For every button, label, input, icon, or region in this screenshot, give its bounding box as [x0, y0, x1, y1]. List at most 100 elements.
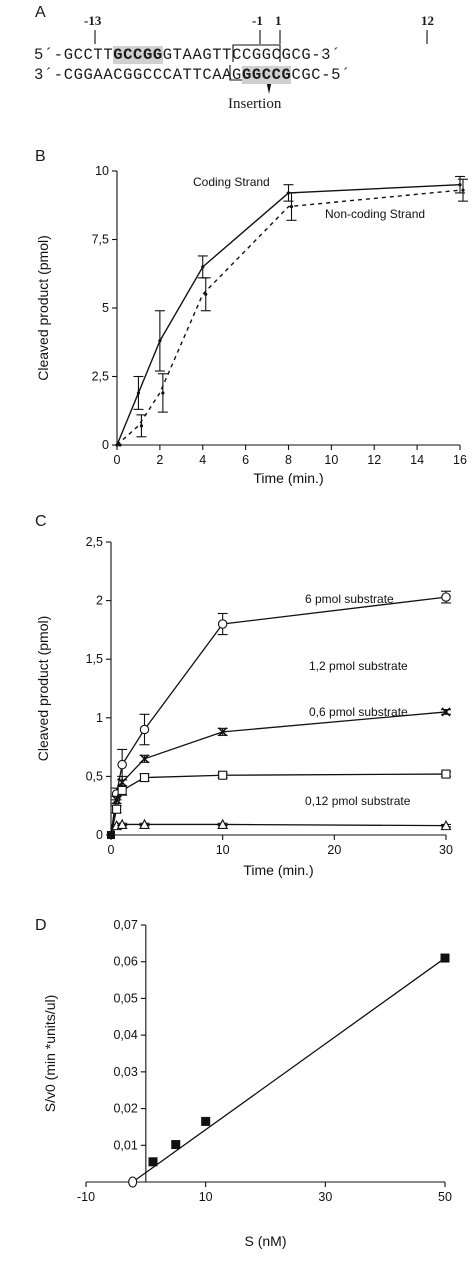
b-y-tick-label: 7,5 [92, 233, 109, 247]
c-y-title: Cleaved product (pmol) [35, 616, 51, 762]
c-x-tick-label: 20 [327, 843, 341, 857]
b-y-tick-label: 0 [102, 438, 109, 452]
position-minus-13: -13 [84, 13, 102, 28]
c-y-tick-label: 0 [96, 828, 103, 842]
d-x-tick-label: 50 [438, 1190, 452, 1204]
b-series-1-point [161, 391, 165, 395]
top-bracket [232, 44, 281, 62]
c-series-2-point [112, 804, 122, 814]
c-series-1-line [110, 711, 447, 836]
panel-b-letter: B [35, 148, 46, 165]
b-series-1-point [139, 424, 144, 428]
b-y-tick-label: 10 [95, 164, 109, 178]
position-1: 1 [275, 13, 282, 28]
c-y-tick-label: 0,5 [86, 769, 103, 783]
top-seq-part1: GCCTT [63, 46, 114, 64]
c-y-tick-label: 1 [96, 711, 103, 725]
c-series-3-label: 0,12 pmol substrate [305, 794, 411, 808]
c-x-tick-label: 0 [108, 843, 115, 857]
b-label-coding: Coding Strand [193, 175, 270, 189]
d-y-tick-label: 0,06 [113, 955, 137, 969]
top-3prime-end: -3´ [311, 46, 341, 64]
c-y-tick-label: 2,5 [86, 535, 103, 549]
d-y-tick-label: 0,01 [113, 1138, 137, 1152]
bottom-5prime-end: -5´ [321, 66, 351, 84]
chart-d: -10 10 30 50 0,01 0,02 0,03 0,04 0,05 0,06 0,07 S (… [42, 918, 452, 1249]
c-series-1-label: 1,2 pmol substrate [309, 659, 408, 673]
top-strand: 5´-GCCTTGCCGGGTAAGTTCCGGCGCG-3´ [34, 46, 341, 64]
b-x-tick-label: 10 [324, 453, 338, 467]
panel-c-letter: C [35, 513, 47, 530]
c-series-3-point [116, 818, 128, 830]
d-x-title: S (nM) [245, 1233, 287, 1249]
chart-c: 0 10 20 30 0 0,5 1 1,5 2 2,5 Time (min.) Cleaved pr… [35, 535, 453, 878]
c-series-1-point [139, 754, 150, 764]
c-series-2-label: 0,6 pmol substrate [309, 705, 408, 719]
top-seq-box: GCCGG [113, 46, 163, 64]
bottom-3prime-end: 3´- [34, 66, 64, 84]
d-x-intercept-point [128, 1176, 138, 1188]
c-series-0-point [441, 592, 451, 602]
d-y-tick-label: 0,04 [113, 1028, 137, 1042]
c-y-tick-label: 1,5 [86, 652, 103, 666]
c-series-0-point [217, 619, 228, 629]
b-x-tick-label: 0 [114, 453, 121, 467]
b-series-0-point [136, 391, 141, 395]
d-data-point [201, 1116, 211, 1126]
top-seq-part3: GTTCCGGCGCG [202, 46, 312, 64]
c-series-0-point [139, 724, 150, 735]
c-x-title: Time (min.) [243, 862, 313, 878]
bottom-seq-part4: CGC [291, 66, 322, 84]
c-series-2-point [139, 773, 150, 783]
d-data-point [171, 1140, 181, 1150]
b-x-tick-label: 16 [453, 453, 467, 467]
c-series-2-point [441, 769, 451, 779]
b-y-title: Cleaved product (pmol) [35, 235, 51, 381]
d-x-tick-label: -10 [77, 1190, 95, 1204]
b-x-title: Time (min.) [253, 470, 323, 486]
bottom-strand: 3´-CGGAACGGCCCATTCAAGGGCCGCGC-5´ [34, 66, 351, 84]
d-x-tick-label: 10 [199, 1190, 213, 1204]
c-series-1-point [218, 727, 228, 737]
b-x-tick-label: 2 [156, 453, 163, 467]
b-series-1-point [289, 205, 294, 209]
c-series-0-label: 6 pmol substrate [305, 592, 394, 606]
d-y-tick-label: 0,05 [113, 991, 137, 1005]
b-x-tick-label: 8 [285, 453, 292, 467]
position-12: 12 [421, 13, 434, 28]
c-series-2-point [218, 770, 228, 780]
top-5prime-end: 5´- [34, 46, 64, 64]
d-data-point [440, 953, 450, 963]
c-series-1-point [117, 777, 127, 787]
b-x-tick-label: 6 [242, 453, 249, 467]
panel-a-letter: A [35, 4, 46, 21]
c-x-tick-label: 30 [439, 843, 453, 857]
b-series-0-point [201, 265, 205, 269]
b-x-tick-label: 4 [199, 453, 206, 467]
b-series-0-point [458, 183, 462, 187]
b-x-tick-label: 14 [410, 453, 424, 467]
b-y-tick-label: 2,5 [92, 370, 109, 384]
bottom-seq-part3: CAAG [202, 66, 242, 84]
b-x-tick-label: 12 [367, 453, 381, 467]
b-series-0-point [158, 339, 162, 343]
insertion-label: Insertion [228, 96, 282, 112]
b-series-1-line [116, 189, 461, 446]
c-x-tick-label: 10 [216, 843, 230, 857]
position-minus-1: -1 [252, 13, 263, 28]
d-x-tick-label: 30 [318, 1190, 332, 1204]
c-series-1-point [441, 707, 451, 717]
c-series-3-point [139, 818, 150, 830]
d-y-title: S/v0 (min *units/ul) [42, 995, 58, 1112]
c-series-2-point [117, 785, 127, 796]
c-series-3-point [107, 831, 115, 839]
b-series-1-point [204, 292, 208, 296]
panel-d-letter: D [35, 917, 47, 934]
bottom-seq-part1: CGGAACGGCC [63, 66, 163, 84]
top-seq-part2: GTAA [162, 46, 203, 64]
b-series-1-point [461, 188, 465, 192]
d-data-point [148, 1157, 158, 1167]
bottom-seq-box: GGCCG [241, 66, 292, 84]
b-y-tick-label: 5 [102, 301, 109, 315]
